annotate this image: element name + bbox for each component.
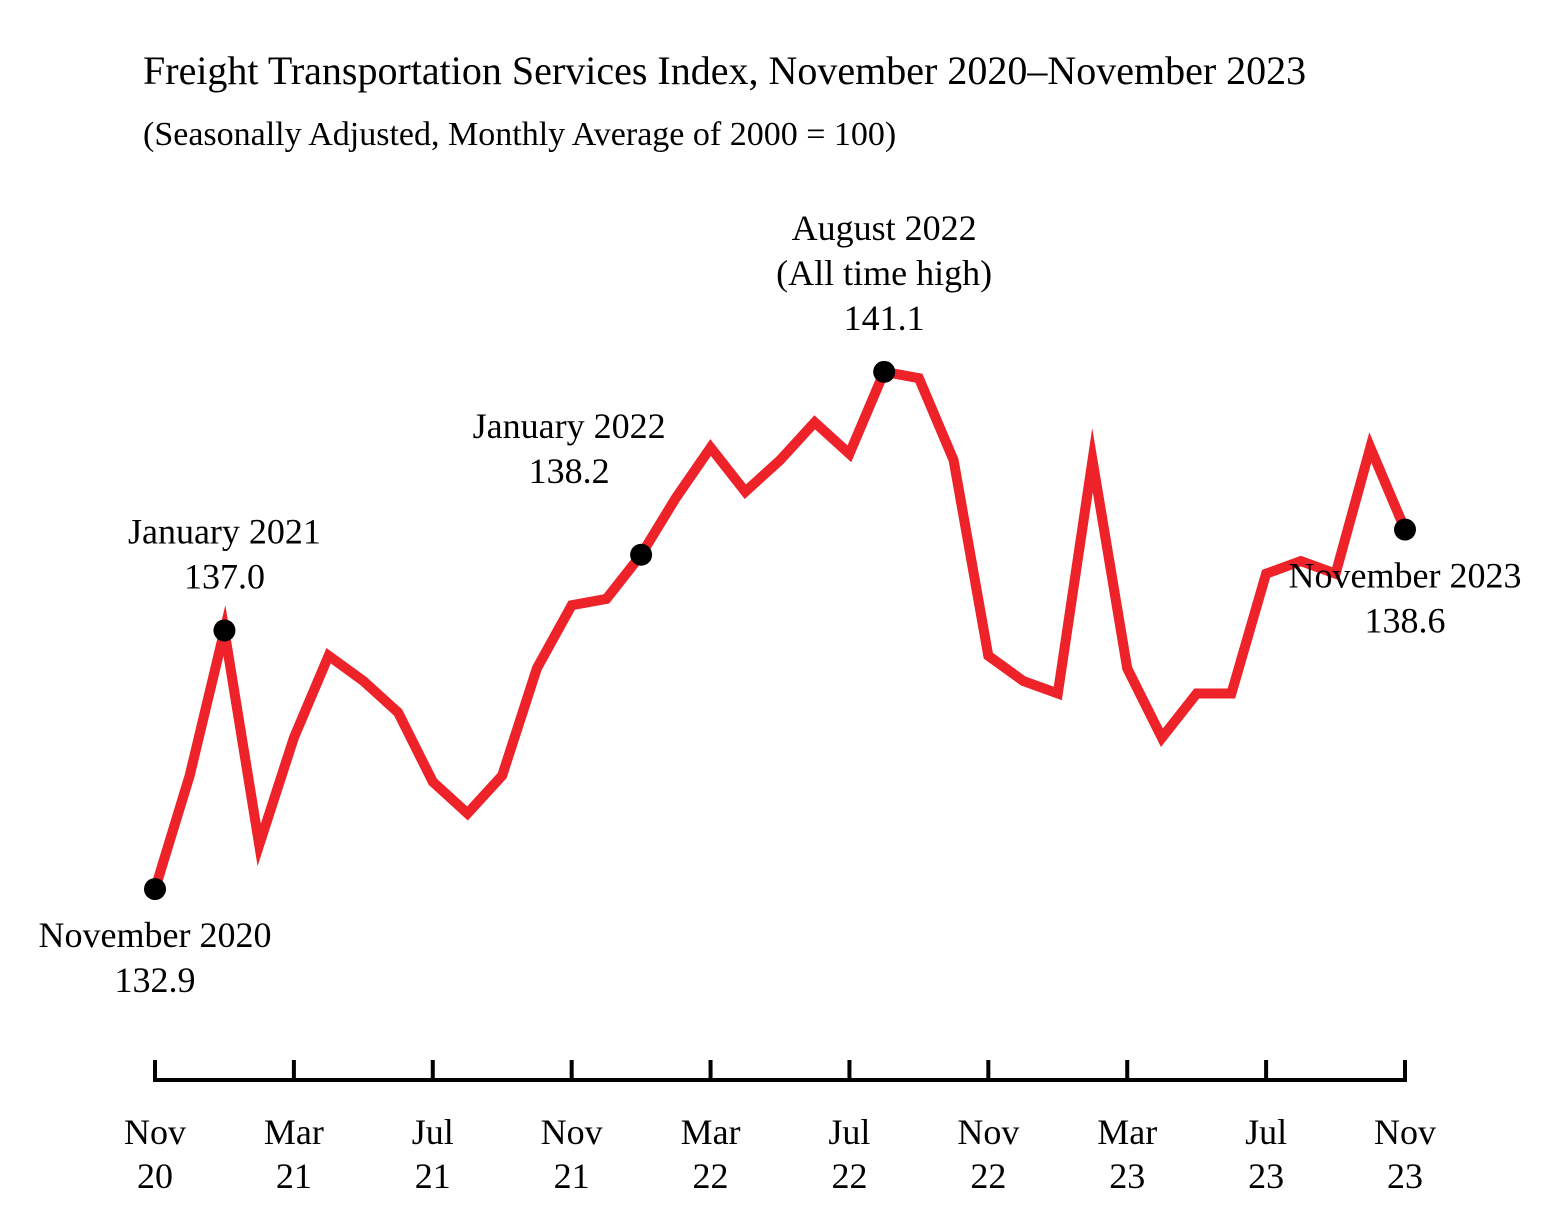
data-point <box>950 456 958 464</box>
x-tick-label-month: Mar <box>1097 1112 1157 1152</box>
data-point <box>568 601 576 609</box>
annotation-label: January 2021 137.0 <box>128 511 321 596</box>
x-tick-label-year: 22 <box>831 1156 867 1196</box>
annotation-text: January 2022 <box>473 406 666 446</box>
x-tick-label-month: Nov <box>124 1112 186 1152</box>
series-line <box>150 366 1410 891</box>
data-point <box>984 652 992 660</box>
data-point <box>429 778 437 786</box>
annotation-text: 141.1 <box>844 298 925 338</box>
annotation-text: November 2020 <box>39 915 272 955</box>
highlight-marker <box>630 543 653 566</box>
data-point <box>1019 677 1027 685</box>
data-point <box>602 595 610 603</box>
chart-subtitle: (Seasonally Adjusted, Monthly Average of… <box>143 116 897 153</box>
x-tick-label-year: 20 <box>137 1156 173 1196</box>
annotation-text: January 2021 <box>128 511 321 551</box>
data-point <box>1193 690 1201 698</box>
x-axis: Nov20Mar21Jul21Nov21Mar22Jul22Nov22Mar23… <box>124 1060 1436 1196</box>
data-point <box>1054 690 1062 698</box>
series-group <box>150 366 1410 891</box>
highlight-marker <box>1394 518 1416 541</box>
highlight-marker <box>213 619 236 642</box>
x-tick-label-month: Jul <box>412 1112 454 1152</box>
x-tick-label-month: Nov <box>957 1112 1019 1152</box>
x-tick-label-month: Mar <box>264 1112 324 1152</box>
x-tick-label-year: 21 <box>554 1156 590 1196</box>
data-point <box>845 450 853 458</box>
x-tick-label-year: 22 <box>970 1156 1006 1196</box>
data-point <box>811 418 819 426</box>
x-tick-label-year: 23 <box>1109 1156 1145 1196</box>
x-tick-label-year: 21 <box>415 1156 451 1196</box>
data-point <box>776 456 784 464</box>
x-tick-label-month: Jul <box>828 1112 870 1152</box>
data-point <box>672 494 680 502</box>
data-point <box>394 708 402 716</box>
data-point <box>498 772 506 780</box>
annotation-label: August 2022 (All time high) 141.1 <box>776 208 992 338</box>
annotation-text: November 2023 <box>1289 556 1522 596</box>
annotation-text: 138.2 <box>529 451 610 491</box>
annotation-text: 132.9 <box>115 960 196 1000</box>
x-tick-label-month: Nov <box>1374 1112 1436 1152</box>
data-point <box>533 664 541 672</box>
x-tick-label-month: Nov <box>541 1112 603 1152</box>
data-point <box>707 444 715 452</box>
data-point <box>255 841 263 849</box>
data-point <box>290 734 298 742</box>
x-tick-label-year: 23 <box>1248 1156 1284 1196</box>
chart-title: Freight Transportation Services Index, N… <box>143 48 1307 93</box>
data-point <box>1262 570 1270 578</box>
data-point <box>186 772 194 780</box>
annotation-label: November 2023 138.6 <box>1289 556 1522 641</box>
data-point <box>359 677 367 685</box>
data-point <box>1366 444 1374 452</box>
data-point <box>1227 690 1235 698</box>
x-tick-label-year: 23 <box>1387 1156 1423 1196</box>
annotation-label: November 2020 132.9 <box>39 915 272 1000</box>
annotation-label: January 2022 138.2 <box>473 406 666 491</box>
data-point <box>741 488 749 496</box>
highlight-marker <box>873 360 896 383</box>
x-tick-label-year: 22 <box>693 1156 729 1196</box>
data-point <box>325 652 333 660</box>
annotation-text: (All time high) <box>776 253 992 293</box>
annotation-text: August 2022 <box>792 208 977 248</box>
data-point <box>1158 734 1166 742</box>
data-point <box>1123 664 1131 672</box>
highlight-markers <box>144 360 1416 901</box>
annotation-text: 138.6 <box>1365 601 1446 641</box>
data-point <box>1089 456 1097 464</box>
data-point <box>464 809 472 817</box>
x-tick-label-month: Jul <box>1245 1112 1287 1152</box>
x-tick-label-year: 21 <box>276 1156 312 1196</box>
x-tick-label-month: Mar <box>681 1112 741 1152</box>
annotation-text: 137.0 <box>184 556 265 596</box>
highlight-marker <box>144 878 166 901</box>
data-point <box>915 374 923 382</box>
